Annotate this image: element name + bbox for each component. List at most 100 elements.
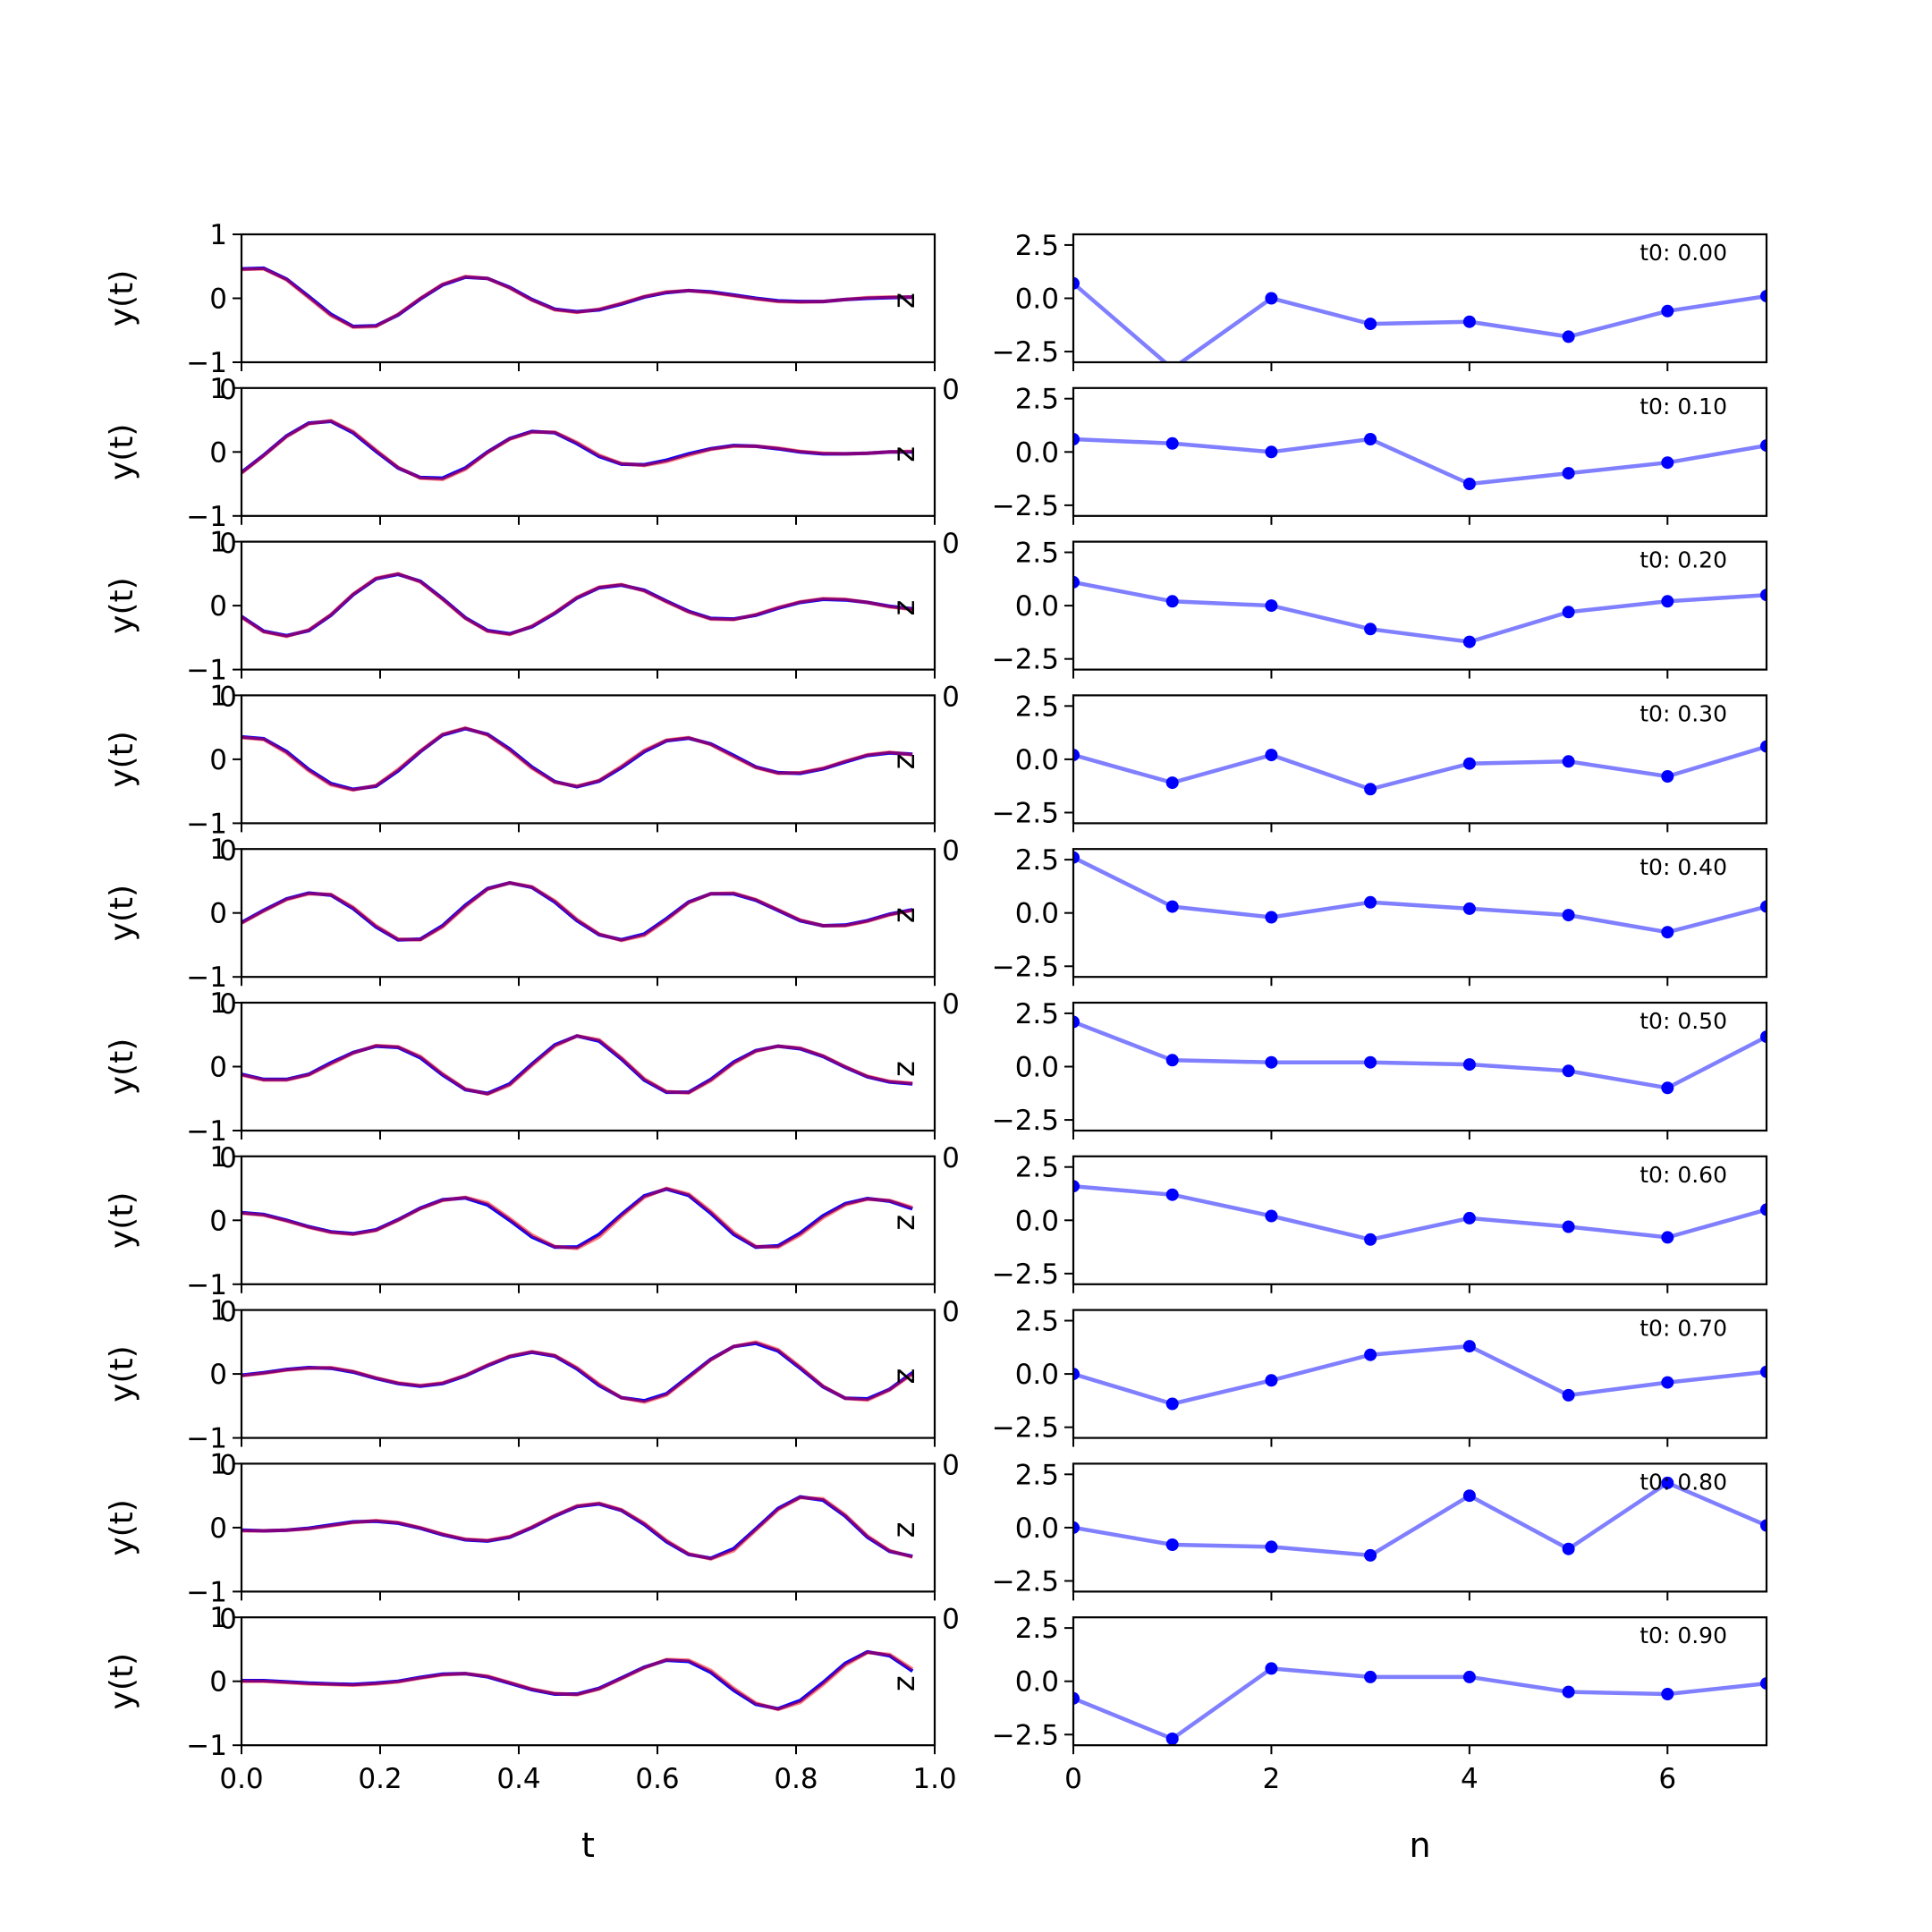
signal-series-line: [242, 726, 913, 792]
y-tick-label: −2.5: [992, 1719, 1059, 1751]
signal-series-line: [242, 1340, 914, 1404]
t0-annotation: t0: 0.80: [1640, 1469, 1727, 1495]
overlap-tick-label: 0: [942, 374, 960, 406]
z-axis-label: z: [886, 292, 922, 309]
coef-point: [1364, 1670, 1377, 1683]
y-tick-label: 2.5: [1015, 998, 1059, 1030]
signal-series-line: [242, 419, 913, 482]
y-tick-label: 1: [209, 834, 227, 866]
coef-point: [1364, 783, 1377, 796]
signal-series-line: [242, 881, 913, 943]
coef-point: [1364, 1548, 1377, 1562]
x-axis-label-t: t: [581, 1826, 595, 1865]
z-axis-label: z: [886, 1368, 922, 1385]
y-tick-label: 0: [209, 1666, 227, 1699]
y-axis-label: y(t): [104, 577, 140, 634]
y-tick-label: 1: [209, 527, 227, 559]
y-tick-label: 0: [209, 1205, 227, 1237]
coef-subplot: −2.5 0.0 2.5 t0: 0.10: [992, 384, 1768, 525]
coef-point: [1760, 1030, 1767, 1044]
z-axis-label: z: [886, 753, 922, 769]
coef-point: [1364, 433, 1377, 445]
y-tick-label: 1: [209, 219, 227, 251]
coef-point: [1364, 1348, 1377, 1361]
y-tick-label: −2.5: [992, 336, 1059, 369]
coef-point: [1073, 851, 1080, 864]
coef-series-line: [1073, 1666, 1767, 1741]
y-tick-label: 0.0: [1015, 284, 1059, 316]
y-tick-label: −1: [186, 962, 227, 994]
y-tick-label: 0: [209, 1513, 227, 1545]
y-axis-label: y(t): [104, 1653, 140, 1710]
overlap-tick-label: 0: [219, 988, 237, 1021]
coef-point: [1760, 290, 1767, 303]
coef-point: [1661, 1376, 1674, 1389]
y-tick-label: −2.5: [992, 1258, 1059, 1291]
coef-point: [1165, 595, 1179, 608]
signal-series-line: [242, 267, 913, 329]
coef-point: [1661, 304, 1674, 318]
y-tick-label: 1: [209, 373, 227, 405]
coef-point: [1165, 1733, 1179, 1745]
signal-series-line: [242, 725, 913, 792]
y-tick-label: 0: [209, 1359, 227, 1391]
signal-axes-frame: [240, 1155, 936, 1285]
coef-subplot: −2.5 0.0 2.5 t0: 0.40: [992, 844, 1768, 987]
overlap-tick-label: 0: [942, 835, 960, 867]
coef-point: [1661, 1476, 1674, 1489]
signal-series-line: [242, 1341, 914, 1403]
coef-point: [1661, 595, 1674, 608]
signal-series-line: [242, 572, 913, 639]
t0-annotation: t0: 0.30: [1640, 700, 1727, 726]
t0-annotation: t0: 0.20: [1640, 547, 1727, 573]
y-tick-label: 0: [209, 590, 227, 623]
coef-point: [1165, 1538, 1179, 1551]
t0-annotation: t0: 0.90: [1640, 1623, 1727, 1648]
coef-point: [1661, 456, 1674, 470]
y-tick-label: 0.0: [1015, 1513, 1059, 1545]
y-tick-label: 0.0: [1015, 1052, 1059, 1084]
y-axis-label: y(t): [104, 1192, 140, 1250]
y-tick-label: 2.5: [1015, 538, 1059, 570]
coef-point: [1265, 1209, 1278, 1223]
y-tick-label: 2.5: [1015, 384, 1059, 416]
signal-series-line: [242, 1649, 914, 1711]
x-tick-label: 0.6: [635, 1763, 679, 1795]
coef-point: [1073, 276, 1080, 290]
coef-point: [1562, 1388, 1575, 1402]
y-tick-label: −1: [186, 347, 227, 379]
t0-annotation: t0: 0.60: [1640, 1162, 1727, 1188]
coef-point: [1661, 770, 1674, 783]
signal-axes-frame: [240, 1462, 936, 1593]
coef-point: [1760, 900, 1767, 913]
signal-series-line: [242, 1187, 913, 1250]
coef-point: [1661, 1081, 1674, 1095]
signal-axes-frame: [240, 540, 936, 671]
coef-point: [1165, 1054, 1179, 1067]
coef-point: [1165, 436, 1179, 450]
signal-series-line: [242, 266, 913, 329]
x-tick-label: 1.0: [912, 1763, 956, 1795]
y-tick-label: −1: [186, 1269, 227, 1301]
x-tick-label: 2: [1263, 1763, 1281, 1795]
y-axis-label: y(t): [104, 1345, 140, 1402]
coef-point: [1165, 1397, 1179, 1411]
overlap-tick-label: 0: [219, 1296, 237, 1328]
coef-series-line: [1073, 1480, 1767, 1558]
coef-point: [1562, 755, 1575, 768]
signal-series-line: [242, 1650, 914, 1712]
overlap-tick-label: 0: [942, 682, 960, 714]
y-tick-label: 0.0: [1015, 1359, 1059, 1391]
y-tick-label: −1: [186, 501, 227, 533]
coef-point: [1265, 749, 1278, 762]
y-tick-label: −2.5: [992, 644, 1059, 676]
signal-axes-frame: [240, 694, 936, 825]
signal-series-line: [242, 1034, 913, 1096]
y-axis-label: y(t): [104, 731, 140, 788]
signal-axes-frame: [240, 1001, 936, 1132]
